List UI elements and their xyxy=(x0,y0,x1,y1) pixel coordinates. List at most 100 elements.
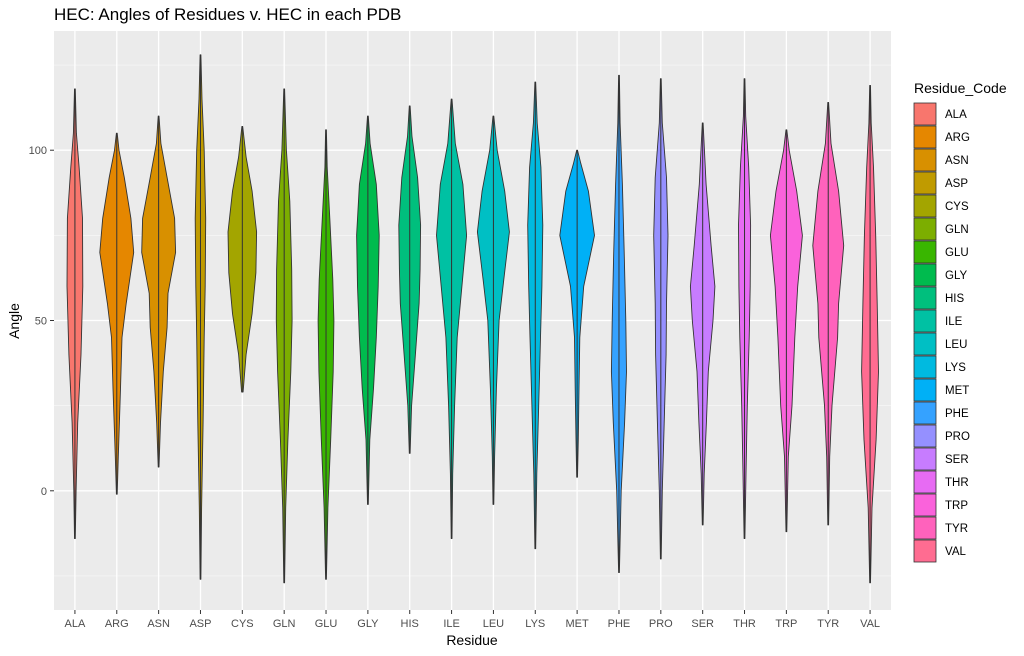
legend-key xyxy=(913,309,937,333)
y-tick-label: 0 xyxy=(41,486,47,498)
x-tick-label: PHE xyxy=(608,618,631,630)
legend-key xyxy=(913,493,937,517)
x-tick-label: MET xyxy=(566,618,590,630)
violin-ala xyxy=(66,88,84,539)
legend-label: HIS xyxy=(945,293,965,305)
violin-met xyxy=(559,149,595,478)
legend-key xyxy=(913,355,937,379)
legend-item-gln: GLN xyxy=(913,217,969,241)
legend-key xyxy=(913,240,937,264)
x-tick-label: CYS xyxy=(231,618,254,630)
violin-trp xyxy=(769,129,803,533)
legend-label: LYS xyxy=(945,362,966,374)
legend-item-phe: PHE xyxy=(913,401,969,425)
legend-items: ALA ARG ASN ASP CYS GLN GLU GLY HIS ILE LEU LYS MET P… xyxy=(913,102,970,563)
y-axis-title: Angle xyxy=(6,303,22,339)
violin-cys xyxy=(227,125,258,393)
x-tick-label: HIS xyxy=(401,618,419,630)
violin-ser xyxy=(689,122,716,526)
legend-label: PHE xyxy=(945,408,969,420)
legend-item-arg: ARG xyxy=(913,125,970,149)
legend-item-asn: ASN xyxy=(913,148,969,172)
violin-leu xyxy=(476,115,510,505)
legend-item-ala: ALA xyxy=(913,102,967,126)
x-tick-label: TRP xyxy=(775,618,797,630)
legend-item-cys: CYS xyxy=(913,194,969,218)
legend-item-pro: PRO xyxy=(913,424,970,448)
y-axis: 0 50 100 xyxy=(29,145,54,498)
legend-item-val: VAL xyxy=(913,539,966,563)
legend-label: GLU xyxy=(945,247,969,259)
legend-key xyxy=(913,217,937,241)
legend-label: ASP xyxy=(945,178,968,190)
legend-key xyxy=(913,148,937,172)
legend-key xyxy=(913,539,937,563)
violin-thr xyxy=(738,78,752,539)
legend-label: SER xyxy=(945,454,969,466)
x-tick-label: ASP xyxy=(189,618,211,630)
violin-glu xyxy=(317,129,335,580)
x-tick-label: ILE xyxy=(443,618,460,630)
x-tick-label: GLN xyxy=(273,618,296,630)
legend-item-his: HIS xyxy=(913,286,965,310)
x-tick-label: THR xyxy=(733,618,756,630)
x-tick-label: LYS xyxy=(525,618,545,630)
violin-arg xyxy=(99,132,135,495)
x-tick-label: GLY xyxy=(357,618,379,630)
legend-label: VAL xyxy=(945,546,966,558)
legend-label: MET xyxy=(945,385,969,397)
legend-item-asp: ASP xyxy=(913,171,968,195)
legend-key xyxy=(913,378,937,402)
legend-label: GLY xyxy=(945,270,967,282)
legend-key xyxy=(913,424,937,448)
legend-label: PRO xyxy=(945,431,970,443)
legend-label: LEU xyxy=(945,339,967,351)
legend-key xyxy=(913,171,937,195)
violin-asp xyxy=(194,54,207,580)
violin-lys xyxy=(527,81,544,550)
violin-pro xyxy=(653,78,669,560)
violin-his xyxy=(398,105,422,454)
x-axis: ALA ARG ASN ASP CYS GLN GLU GLY HIS ILE LEU LYS MET P… xyxy=(65,610,880,630)
legend-label: GLN xyxy=(945,224,969,236)
x-tick-label: TYR xyxy=(817,618,839,630)
legend-label: ASN xyxy=(945,155,969,167)
x-tick-label: ASN xyxy=(147,618,170,630)
legend-item-met: MET xyxy=(913,378,969,402)
legend-label: TYR xyxy=(945,523,968,535)
legend-label: TRP xyxy=(945,500,968,512)
violin-tyr xyxy=(812,102,845,526)
violins xyxy=(66,54,879,584)
y-tick-label: 50 xyxy=(35,316,47,328)
violin-phe xyxy=(610,74,627,573)
legend-title: Residue_Code xyxy=(914,80,1007,96)
x-tick-label: SER xyxy=(691,618,714,630)
legend-key xyxy=(913,102,937,126)
legend-item-lys: LYS xyxy=(913,355,966,379)
legend-label: ALA xyxy=(945,109,967,121)
legend-item-tyr: TYR xyxy=(913,516,968,540)
x-tick-label: ALA xyxy=(65,618,86,630)
x-tick-label: PRO xyxy=(649,618,673,630)
legend-key xyxy=(913,470,937,494)
violin-val xyxy=(861,85,879,584)
legend-item-ile: ILE xyxy=(913,309,963,333)
legend-item-leu: LEU xyxy=(913,332,967,356)
x-axis-title: Residue xyxy=(446,632,498,648)
x-tick-label: VAL xyxy=(860,618,880,630)
x-tick-label: ARG xyxy=(105,618,129,630)
y-tick-label: 100 xyxy=(29,145,47,157)
legend-key xyxy=(913,401,937,425)
legend-item-gly: GLY xyxy=(913,263,967,287)
legend-item-glu: GLU xyxy=(913,240,969,264)
legend-key xyxy=(913,194,937,218)
legend-key xyxy=(913,286,937,310)
legend: Residue_Code ALA ARG ASN ASP CYS GLN GLU GLY HIS… xyxy=(913,80,1007,563)
violin-gln xyxy=(275,88,293,584)
x-tick-label: LEU xyxy=(483,618,504,630)
legend-item-thr: THR xyxy=(913,470,969,494)
chart-title: HEC: Angles of Residues v. HEC in each P… xyxy=(54,5,401,24)
legend-key xyxy=(913,263,937,287)
legend-label: CYS xyxy=(945,201,969,213)
